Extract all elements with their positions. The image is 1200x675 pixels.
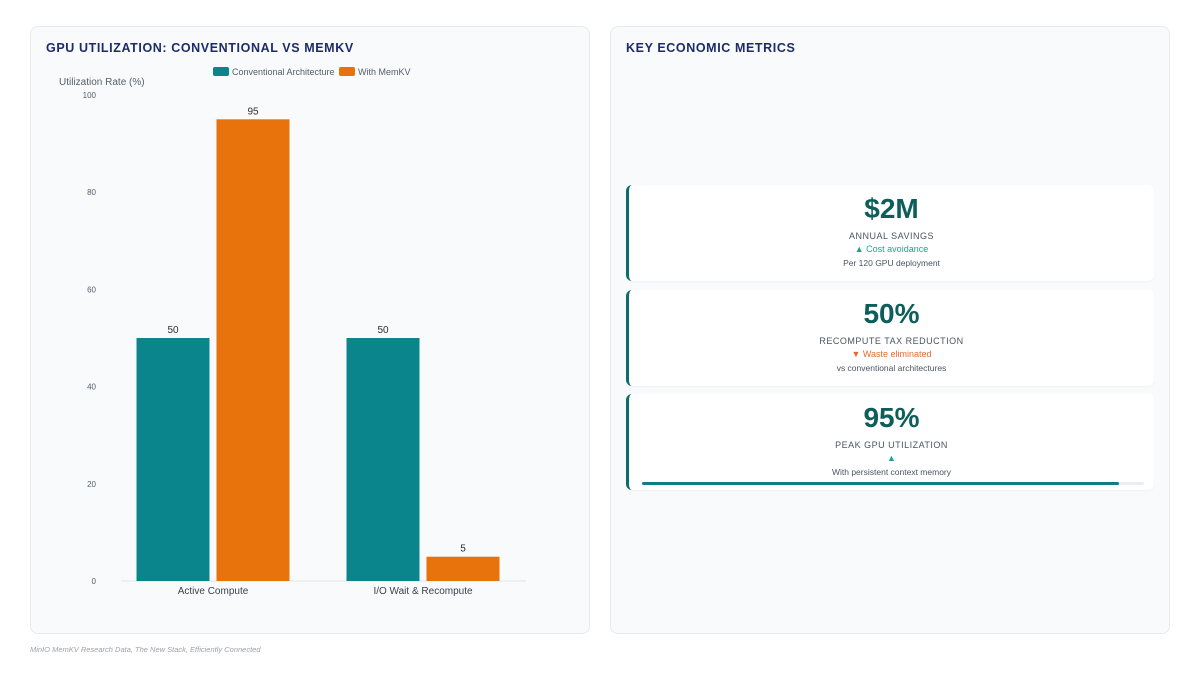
metric-card-recompute-reduction: 50% RECOMPUTE TAX REDUCTION ▼ Waste elim… <box>626 290 1154 386</box>
metric-card-annual-savings: $2M ANNUAL SAVINGS ▲ Cost avoidance Per … <box>626 185 1154 281</box>
metric-subtext: vs conventional architectures <box>836 363 947 373</box>
bar <box>426 556 500 581</box>
y-tick-label: 20 <box>87 480 96 489</box>
x-tick-label: Active Compute <box>178 586 249 597</box>
metric-trend-down: ▼ Waste eliminated <box>851 349 932 359</box>
metric-value: $2M <box>864 193 919 224</box>
utilization-bar-chart: Utilization Rate (%) 0 20 40 60 80 100 50 95 Acti… <box>59 67 526 597</box>
chart-panel-title: GPU UTILIZATION: CONVENTIONAL VS MEMKV <box>46 41 354 55</box>
bar-value-label: 50 <box>167 325 179 336</box>
metric-subtext: Per 120 GPU deployment <box>843 258 940 268</box>
y-tick-label: 40 <box>87 383 96 392</box>
metric-subtext: With persistent context memory <box>831 467 952 477</box>
metric-label: ANNUAL SAVINGS <box>848 231 935 241</box>
bar-value-label: 50 <box>377 325 389 336</box>
economic-metrics-panel: KEY ECONOMIC METRICS $2M ANNUAL SAVINGS … <box>610 26 1170 634</box>
legend-label: Conventional Architecture <box>232 67 335 77</box>
metric-value: 95% <box>863 402 920 433</box>
legend-label: With MemKV <box>358 67 411 77</box>
y-tick-label: 60 <box>87 285 96 294</box>
metric-label: RECOMPUTE TAX REDUCTION <box>819 336 964 346</box>
utilization-progress-fill <box>642 482 1119 485</box>
legend-swatch <box>339 67 355 76</box>
x-tick-label: I/O Wait & Recompute <box>373 586 473 597</box>
metrics-panel-title: KEY ECONOMIC METRICS <box>626 41 796 55</box>
y-axis-title: Utilization Rate (%) <box>59 77 145 88</box>
metric-trend-up: ▲ <box>887 453 896 463</box>
bar-value-label: 5 <box>460 544 466 555</box>
utilization-progress-track <box>642 482 1144 485</box>
source-footnote: MinIO MemKV Research Data, The New Stack… <box>30 645 261 654</box>
y-tick-label: 0 <box>92 577 97 586</box>
gpu-utilization-panel: GPU UTILIZATION: CONVENTIONAL VS MEMKV U… <box>30 26 590 634</box>
bar <box>136 338 210 581</box>
legend-swatch <box>213 67 229 76</box>
y-tick-label: 80 <box>87 188 96 197</box>
bar-value-label: 95 <box>247 106 259 117</box>
bar <box>346 338 420 581</box>
metric-card-peak-utilization: 95% PEAK GPU UTILIZATION ▲ With persiste… <box>626 394 1154 490</box>
bar <box>216 119 290 582</box>
metric-trend-up: ▲ Cost avoidance <box>854 244 929 254</box>
metric-value: 50% <box>863 298 920 329</box>
metric-label: PEAK GPU UTILIZATION <box>835 440 948 450</box>
y-tick-label: 100 <box>83 91 97 100</box>
